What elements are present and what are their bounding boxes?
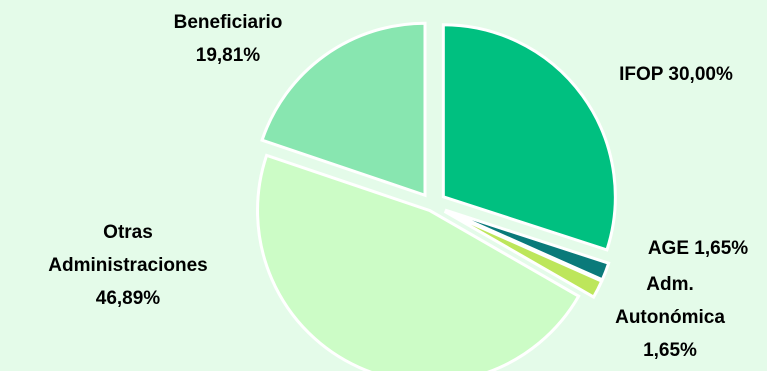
pie-slice-adm-auton-mica (443, 209, 604, 300)
data-label-ifop: IFOP 30,00% (619, 64, 733, 85)
pie-slice-beneficiario (260, 21, 427, 198)
pie-slices (256, 21, 617, 371)
data-label-adm-auton-mica: Adm. Autonómica 1,65% (615, 274, 725, 361)
pie-slice-otras-administraciones (256, 153, 581, 371)
data-label-age: AGE 1,65% (648, 238, 748, 259)
data-label-beneficiario: Beneficiario 19,81% (174, 12, 283, 66)
pie-labels: IFOP 30,00% AGE 1,65% Adm. Autonómica 1,65% O… (48, 12, 748, 361)
data-label-otras-administraciones: Otras Administraciones 46,89% (48, 222, 207, 309)
pie-slice-ifop (441, 23, 617, 252)
